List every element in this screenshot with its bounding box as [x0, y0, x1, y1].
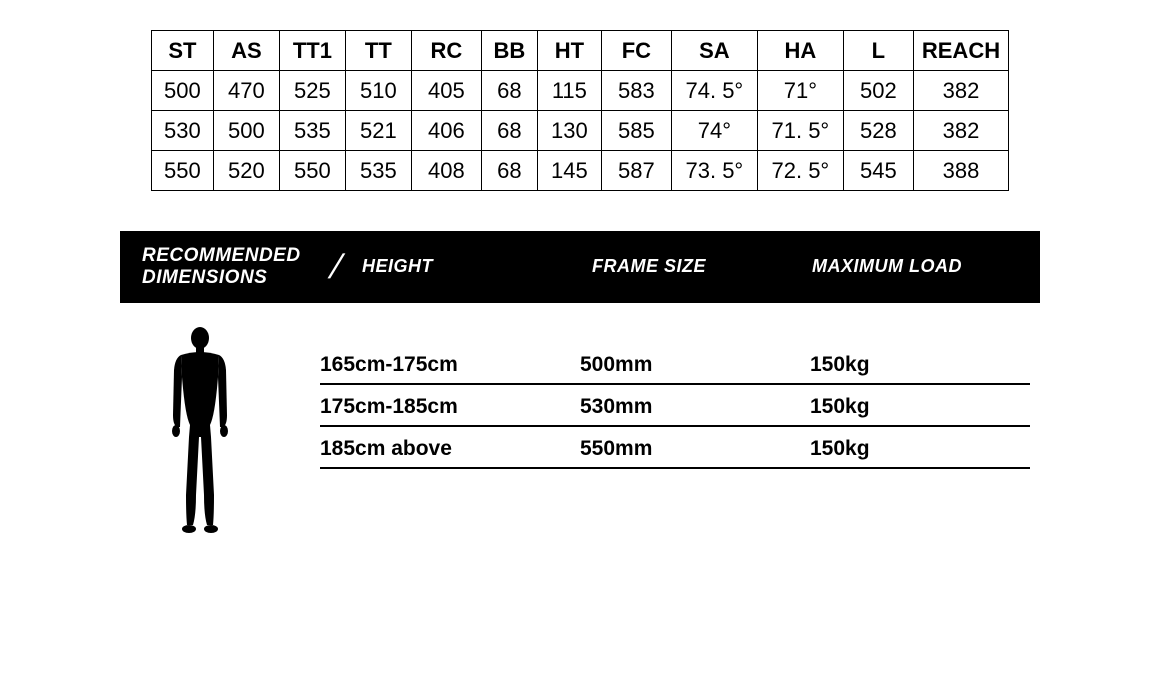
- person-silhouette-icon: [120, 325, 280, 535]
- cell: 535: [279, 111, 345, 151]
- banner-header-load: MAXIMUM LOAD: [812, 256, 1002, 277]
- cell: 405: [411, 71, 481, 111]
- cell: 130: [537, 111, 601, 151]
- cell-height: 175cm-185cm: [320, 395, 580, 419]
- col-header: TT: [345, 31, 411, 71]
- size-row: 165cm-175cm 500mm 150kg: [320, 343, 1030, 385]
- cell-load: 150kg: [810, 395, 1000, 419]
- cell: 68: [481, 111, 537, 151]
- cell: 550: [151, 151, 213, 191]
- cell: 550: [279, 151, 345, 191]
- cell: 71°: [757, 71, 843, 111]
- col-header: BB: [481, 31, 537, 71]
- cell: 74. 5°: [671, 71, 757, 111]
- cell: 72. 5°: [757, 151, 843, 191]
- recommended-dimensions: 165cm-175cm 500mm 150kg 175cm-185cm 530m…: [120, 303, 1040, 535]
- cell: 500: [151, 71, 213, 111]
- cell: 525: [279, 71, 345, 111]
- cell: 73. 5°: [671, 151, 757, 191]
- geometry-table: ST AS TT1 TT RC BB HT FC SA HA L REACH 5…: [151, 30, 1009, 191]
- col-header: REACH: [913, 31, 1008, 71]
- col-header: FC: [601, 31, 671, 71]
- col-header: L: [843, 31, 913, 71]
- cell: 545: [843, 151, 913, 191]
- size-row: 175cm-185cm 530mm 150kg: [320, 385, 1030, 427]
- cell-frame: 550mm: [580, 437, 810, 461]
- cell: 521: [345, 111, 411, 151]
- cell: 587: [601, 151, 671, 191]
- cell: 510: [345, 71, 411, 111]
- banner-title: RECOMMENDED DIMENSIONS: [142, 245, 301, 289]
- col-header: HT: [537, 31, 601, 71]
- cell: 71. 5°: [757, 111, 843, 151]
- cell: 585: [601, 111, 671, 151]
- cell: 583: [601, 71, 671, 111]
- cell-load: 150kg: [810, 353, 1000, 377]
- size-row: 185cm above 550mm 150kg: [320, 427, 1030, 469]
- table-row: 530 500 535 521 406 68 130 585 74° 71. 5…: [151, 111, 1008, 151]
- col-header: ST: [151, 31, 213, 71]
- cell-frame: 500mm: [580, 353, 810, 377]
- cell: 502: [843, 71, 913, 111]
- cell: 74°: [671, 111, 757, 151]
- cell: 520: [213, 151, 279, 191]
- cell: 408: [411, 151, 481, 191]
- cell-load: 150kg: [810, 437, 1000, 461]
- cell: 382: [913, 71, 1008, 111]
- cell: 406: [411, 111, 481, 151]
- col-header: AS: [213, 31, 279, 71]
- cell: 145: [537, 151, 601, 191]
- banner-header-frame: FRAME SIZE: [592, 256, 812, 277]
- cell: 500: [213, 111, 279, 151]
- banner-title-line1: RECOMMENDED: [142, 245, 301, 266]
- cell-height: 165cm-175cm: [320, 353, 580, 377]
- cell: 68: [481, 71, 537, 111]
- banner-slash: /: [328, 250, 342, 284]
- cell: 382: [913, 111, 1008, 151]
- table-header-row: ST AS TT1 TT RC BB HT FC SA HA L REACH: [151, 31, 1008, 71]
- recommended-banner: RECOMMENDED DIMENSIONS / HEIGHT FRAME SI…: [120, 231, 1040, 303]
- banner-header-height: HEIGHT: [362, 256, 592, 277]
- cell-frame: 530mm: [580, 395, 810, 419]
- size-recommendation-table: 165cm-175cm 500mm 150kg 175cm-185cm 530m…: [280, 325, 1040, 469]
- cell: 68: [481, 151, 537, 191]
- table-row: 500 470 525 510 405 68 115 583 74. 5° 71…: [151, 71, 1008, 111]
- col-header: HA: [757, 31, 843, 71]
- cell: 115: [537, 71, 601, 111]
- cell: 535: [345, 151, 411, 191]
- table-row: 550 520 550 535 408 68 145 587 73. 5° 72…: [151, 151, 1008, 191]
- col-header: TT1: [279, 31, 345, 71]
- cell: 530: [151, 111, 213, 151]
- banner-title-line2: DIMENSIONS: [142, 267, 267, 288]
- cell-height: 185cm above: [320, 437, 580, 461]
- cell: 528: [843, 111, 913, 151]
- col-header: RC: [411, 31, 481, 71]
- col-header: SA: [671, 31, 757, 71]
- cell: 470: [213, 71, 279, 111]
- cell: 388: [913, 151, 1008, 191]
